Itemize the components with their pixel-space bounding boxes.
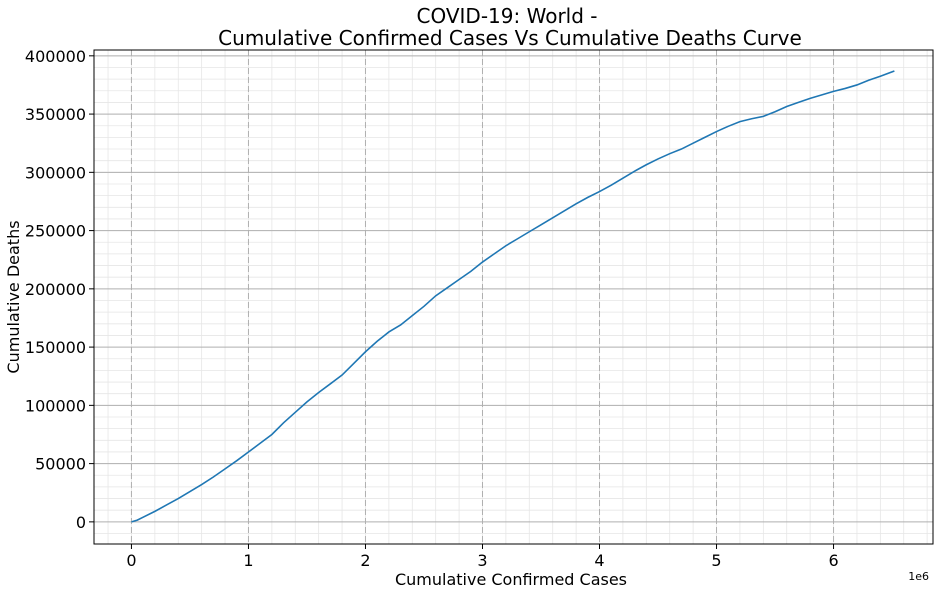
y-tick-label: 200000 bbox=[25, 280, 86, 299]
y-tick-label: 350000 bbox=[25, 105, 86, 124]
x-tick-label: 4 bbox=[594, 551, 604, 570]
y-tick-label: 100000 bbox=[25, 396, 86, 415]
chart-title-line1: COVID-19: World - bbox=[417, 4, 598, 28]
y-tick-label: 400000 bbox=[25, 47, 86, 66]
y-tick-label: 250000 bbox=[25, 222, 86, 241]
series-line bbox=[131, 70, 895, 523]
x-tick-label: 0 bbox=[126, 551, 136, 570]
x-tick-label: 6 bbox=[828, 551, 838, 570]
y-axis-ticks: 0 50000 100000 150000 200000 250000 300000 3500… bbox=[25, 47, 94, 532]
x-tick-label: 1 bbox=[243, 551, 253, 570]
y-axis-label: Cumulative Deaths bbox=[4, 220, 23, 373]
x-tick-label: 2 bbox=[360, 551, 370, 570]
minor-grid bbox=[94, 50, 933, 544]
x-tick-label: 3 bbox=[477, 551, 487, 570]
chart-title-line2: Cumulative Confirmed Cases Vs Cumulative… bbox=[218, 26, 802, 50]
plot-frame bbox=[93, 49, 934, 545]
x-axis-label: Cumulative Confirmed Cases bbox=[395, 570, 627, 589]
y-tick-label: 50000 bbox=[35, 455, 86, 474]
x-tick-label: 5 bbox=[711, 551, 721, 570]
x-axis-offset-text: 1e6 bbox=[908, 570, 929, 583]
x-axis-ticks: 0 1 2 3 4 5 6 bbox=[126, 544, 839, 570]
y-tick-label: 0 bbox=[76, 513, 86, 532]
y-tick-label: 300000 bbox=[25, 163, 86, 182]
major-grid bbox=[94, 50, 933, 544]
y-tick-label: 150000 bbox=[25, 338, 86, 357]
